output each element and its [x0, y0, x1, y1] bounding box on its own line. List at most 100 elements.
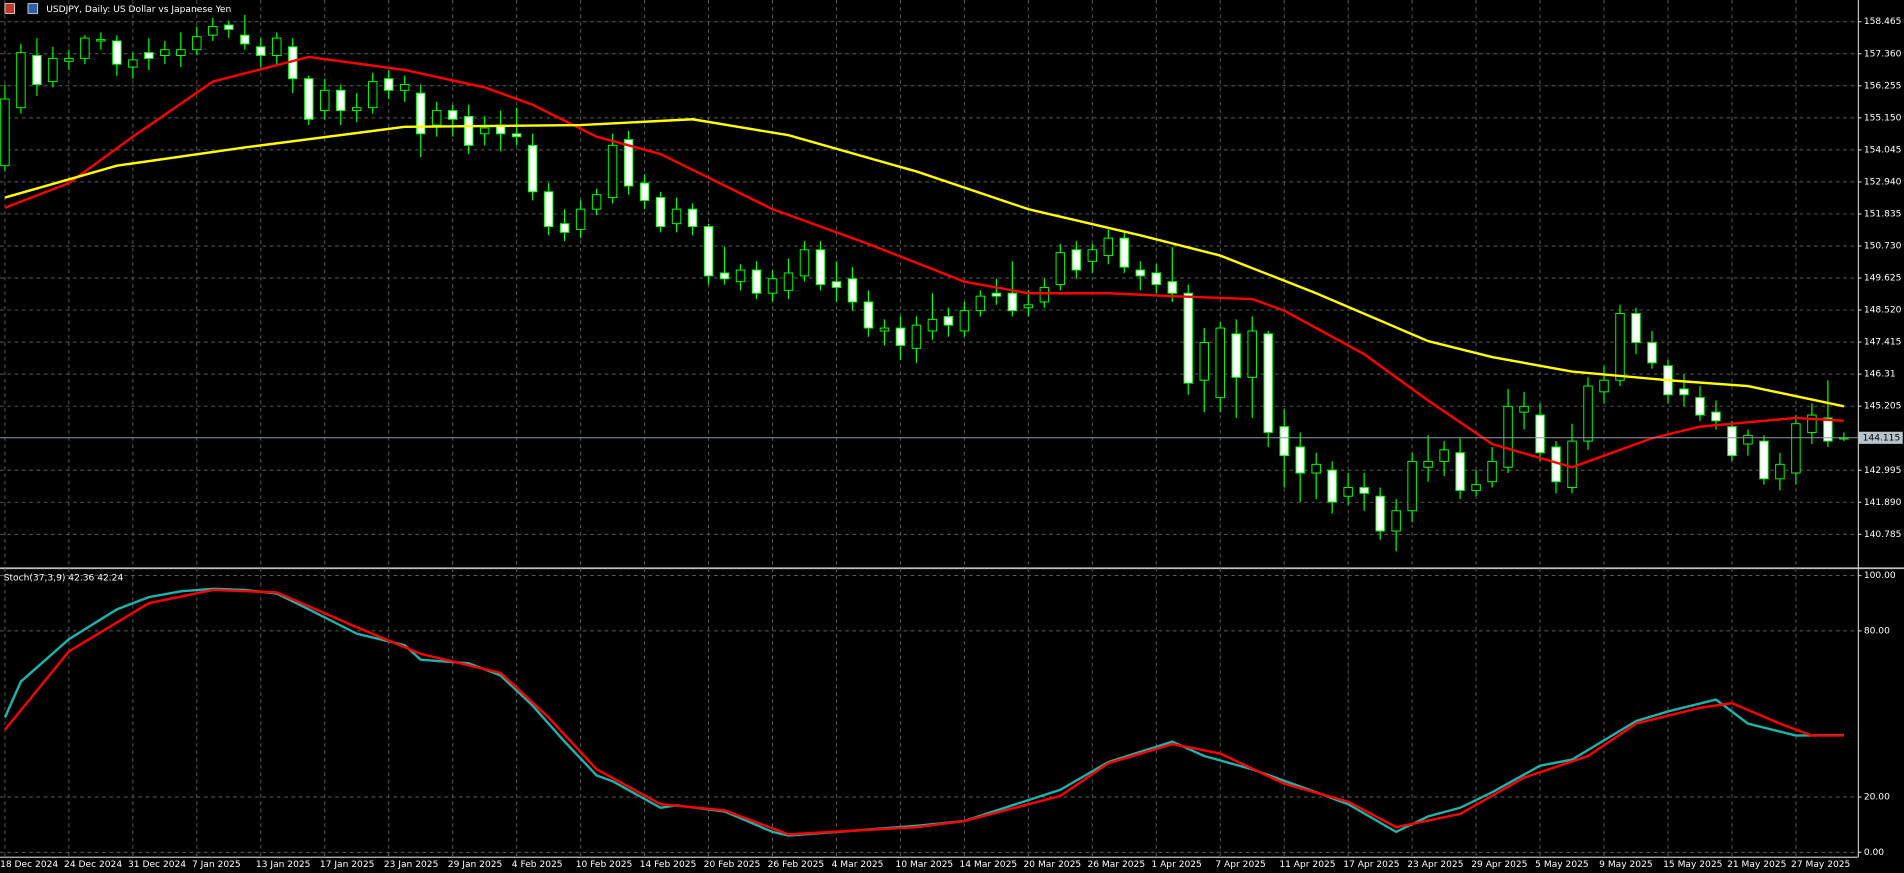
y-tick-label: 158.465: [1864, 17, 1902, 27]
candle-body: [1055, 252, 1066, 286]
candle-body: [1279, 426, 1289, 457]
candle-body: [799, 249, 810, 277]
candle-body: [959, 310, 970, 332]
x-tick-label: 1 Apr 2025: [1151, 860, 1201, 870]
y-tick-label: 156.255: [1864, 81, 1902, 91]
candle-body: [1471, 484, 1481, 491]
candle-body: [1407, 460, 1417, 512]
y-tick-label: 142.995: [1864, 466, 1902, 476]
candle-body: [1183, 292, 1193, 384]
symbol-icon: [27, 3, 39, 14]
candle-body: [735, 269, 746, 283]
candle-body: [1359, 487, 1369, 494]
y-tick-label: 157.360: [1864, 49, 1902, 59]
candle-body: [1775, 463, 1785, 480]
candle-body: [16, 52, 26, 109]
candle-body: [511, 133, 522, 138]
candle-body: [1327, 469, 1337, 503]
candle-body: [1679, 388, 1689, 396]
candle-body: [655, 197, 666, 228]
y-tick-label: 80.00: [1864, 626, 1890, 636]
candle-body: [399, 83, 410, 91]
x-tick-label: 24 Dec 2024: [64, 860, 122, 870]
candle-body: [447, 110, 458, 120]
candle-body: [559, 223, 570, 233]
candle-body: [1743, 434, 1753, 445]
candle-body: [911, 324, 922, 349]
candle-body: [160, 49, 170, 56]
candle-body: [1807, 414, 1817, 433]
y-tick-label: 152.940: [1864, 177, 1902, 187]
candle-body: [623, 139, 634, 187]
y-tick-label: 0.00: [1864, 848, 1884, 858]
candle-body: [1455, 452, 1465, 491]
x-tick-label: 26 Mar 2025: [1087, 860, 1145, 870]
y-tick-label: 141.890: [1864, 498, 1902, 508]
stochastic-line: [3, 588, 1844, 836]
candle-body: [1311, 463, 1321, 474]
chart-title: USDJPY, Daily: US Dollar vs Japanese Yen: [46, 5, 231, 15]
candle-body: [240, 34, 250, 45]
candle-body: [1519, 405, 1529, 413]
candle-body: [751, 269, 762, 294]
x-tick-label: 9 May 2025: [1599, 860, 1653, 870]
moving-average: [4, 55, 1844, 469]
candle-body: [815, 249, 826, 286]
candle-body: [1567, 440, 1577, 489]
x-tick-label: 4 Feb 2025: [512, 860, 563, 870]
symbol-icon: [4, 3, 16, 14]
candle-body: [1823, 417, 1833, 442]
y-tick-label: 145.205: [1864, 402, 1902, 412]
candle-body: [367, 81, 378, 109]
x-tick-label: 11 Apr 2025: [1279, 860, 1335, 870]
candle-body: [32, 55, 42, 85]
candle-body: [272, 37, 282, 56]
candle-body: [703, 226, 714, 277]
candle-body: [96, 39, 106, 42]
x-tick-label: 18 Dec 2024: [0, 860, 58, 870]
candle-body: [1615, 313, 1625, 381]
candle-body: [719, 272, 730, 280]
candle-body: [1647, 342, 1657, 364]
candle-body: [943, 315, 954, 326]
candle-body: [1231, 333, 1241, 378]
candle-body: [1711, 411, 1721, 422]
candle-body: [304, 78, 314, 120]
indicator-title: Stoch(37,3,9) 42.36 42.24: [4, 573, 124, 583]
candle-body: [527, 144, 538, 193]
candle-body: [320, 89, 330, 112]
candle-body: [256, 46, 266, 56]
candle-body: [1727, 426, 1737, 457]
candle-body: [1103, 237, 1114, 257]
candle-body: [176, 49, 186, 56]
y-tick-label: 148.520: [1864, 306, 1902, 316]
candle-body: [1167, 281, 1178, 294]
y-tick-label: 155.150: [1864, 113, 1902, 123]
candle-body: [144, 52, 154, 59]
x-tick-label: 20 Mar 2025: [1023, 860, 1081, 870]
candle-body: [1151, 272, 1162, 286]
candle-body: [1535, 414, 1545, 454]
y-tick-label: 147.415: [1864, 338, 1902, 348]
candle-body: [383, 78, 394, 91]
candle-body: [1759, 440, 1769, 480]
candle-body: [1023, 304, 1034, 309]
moving-average: [4, 118, 1845, 408]
y-tick-label: 20.00: [1864, 792, 1890, 802]
x-tick-label: 23 Apr 2025: [1407, 860, 1463, 870]
labels: USDJPY, Daily: US Dollar vs Japanese Yen…: [0, 3, 1903, 870]
candle-body: [1599, 379, 1609, 393]
candle-body: [767, 278, 778, 294]
x-tick-label: 14 Mar 2025: [960, 860, 1018, 870]
candle-body: [1503, 405, 1513, 468]
y-tick-label: 100.00: [1864, 571, 1896, 581]
candle-body: [927, 318, 938, 332]
candle-body: [336, 89, 346, 112]
marks: [0, 14, 1858, 837]
candle-body: [48, 57, 58, 83]
candle-body: [1135, 269, 1146, 277]
candle-body: [575, 208, 586, 230]
